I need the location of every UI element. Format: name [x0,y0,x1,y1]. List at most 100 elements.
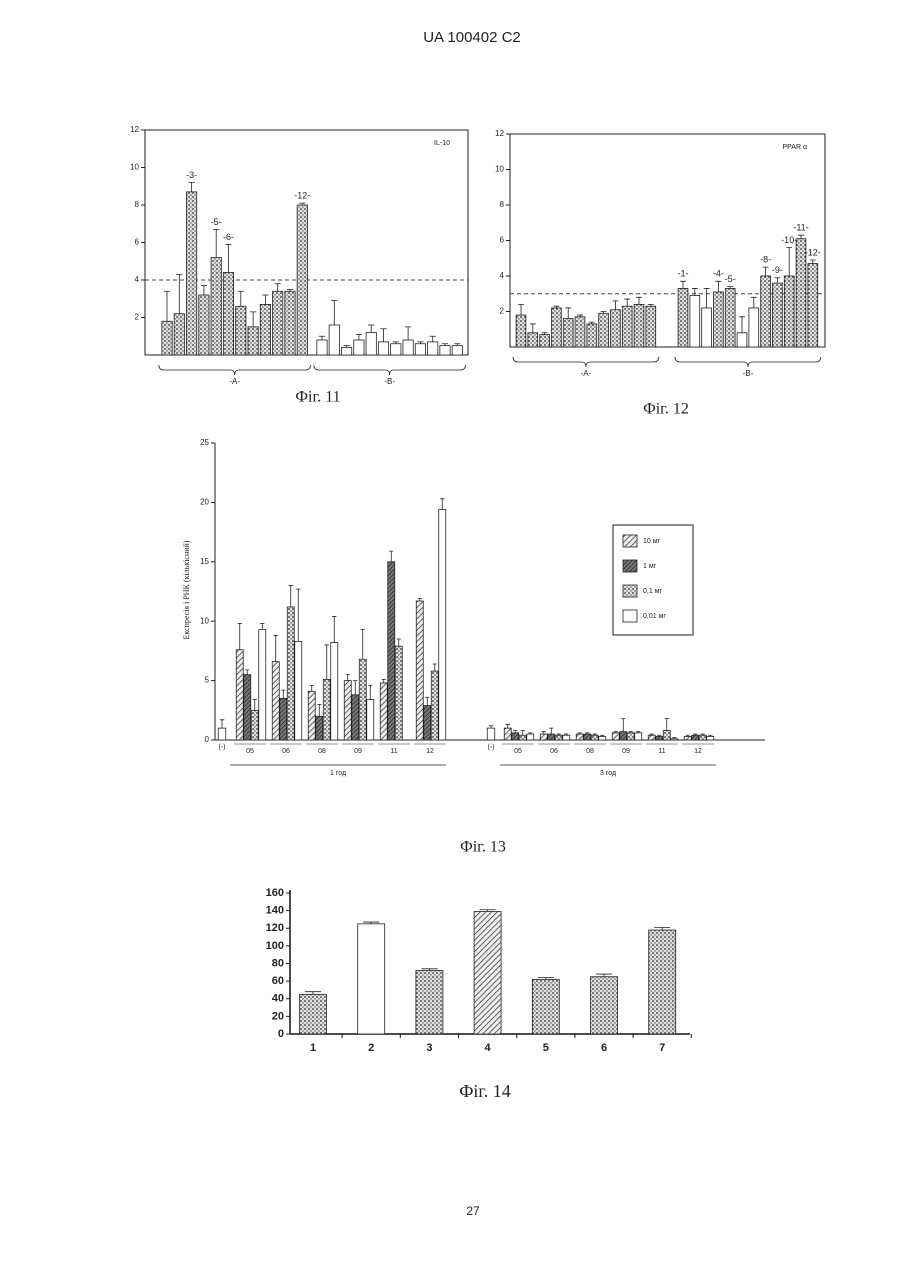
bar [540,734,547,740]
error-bar [238,291,244,306]
error-bar [692,288,698,295]
error-bar [751,297,757,308]
y-tick-label: 140 [266,905,284,917]
x-tick-label: 08 [586,748,594,755]
error-bar [549,728,553,734]
bar-label: -4- [713,269,724,279]
bar [699,735,706,740]
x-tick-label: 11 [658,748,665,755]
error-bar [317,704,321,716]
bar [308,691,315,740]
x-tick-label: 06 [282,748,290,755]
legend-label: 0,01 мг [643,613,666,620]
bar [504,728,511,740]
bar [244,675,251,740]
bar [761,276,771,347]
y-tick-label: 0 [205,735,210,744]
error-bar [353,681,357,695]
bar [236,650,243,740]
bar [516,315,526,347]
page-canvas: UA 100402 C2 27 24681012IL-10-3--5--6--1… [0,0,901,1273]
y-tick-label: 10 [130,163,139,172]
bar [599,736,606,740]
error-bar [565,308,571,319]
legend-swatch [623,535,637,547]
y-tick-label: 2 [135,313,140,322]
legend-label: 1 мг [643,563,657,570]
error-bar [506,725,510,729]
bar [415,344,425,355]
y-tick-label: 12 [130,125,139,134]
page-number: 27 [466,1204,480,1218]
error-bar [325,645,329,679]
bar [576,734,583,740]
bar [199,295,209,355]
error-bar [530,324,536,333]
error-bar [260,624,264,630]
error-bar [665,719,669,731]
bar [251,710,258,740]
y-tick-label: 2 [500,307,505,316]
error-bar [612,301,618,310]
bar-label: -8- [760,255,771,265]
error-bar [331,301,337,325]
error-bar [201,286,207,295]
x-tick-label: 12 [694,748,702,755]
bar [440,346,450,355]
group-bracket [675,357,821,367]
error-bar [521,730,525,735]
x-tick-label: 1 [310,1042,316,1054]
panel-label: 1 год [330,770,346,777]
error-bar [380,329,386,342]
bar-label: -11- [793,223,808,233]
bar [599,313,609,347]
error-bar [319,336,325,340]
y-tick-label: 8 [135,200,140,209]
bar [416,971,443,1034]
bar [341,348,351,356]
error-bar [621,719,625,732]
bar [366,333,376,356]
error-bar [433,664,437,671]
bar [671,739,678,740]
bar [211,258,221,356]
error-bar [739,317,745,333]
bar [627,733,634,740]
bar [295,641,302,740]
bar [391,344,401,355]
error-bar [289,586,293,607]
y-tick-label: 10 [495,165,504,174]
bar [487,728,495,740]
bar [737,333,747,347]
group-bracket [159,365,311,375]
bar [584,734,591,740]
bar [690,296,700,347]
y-tick-label: 4 [500,271,505,280]
bar [528,333,538,347]
bar [725,288,735,347]
bar-label: -5- [211,217,222,227]
control-label: (-) [488,744,495,751]
bar [358,924,385,1034]
bar [612,733,619,740]
error-bar [275,284,281,292]
error-bar [310,685,314,691]
error-bar [680,281,686,288]
y-tick-label: 25 [200,438,209,447]
error-bar [225,244,231,272]
error-bar [440,499,444,510]
error-bar [715,281,721,292]
bar [280,698,287,740]
bar-label: -1- [678,269,689,279]
x-tick-label: 4 [485,1042,492,1054]
error-bar [368,325,374,333]
bar [300,994,327,1034]
x-tick-label: 05 [246,748,254,755]
y-tick-label: 160 [266,887,284,899]
bar [352,695,359,740]
error-bar [213,229,219,257]
error-bar [346,675,350,681]
y-tick-label: 5 [205,676,210,685]
bar [317,340,327,355]
bar [259,630,266,740]
